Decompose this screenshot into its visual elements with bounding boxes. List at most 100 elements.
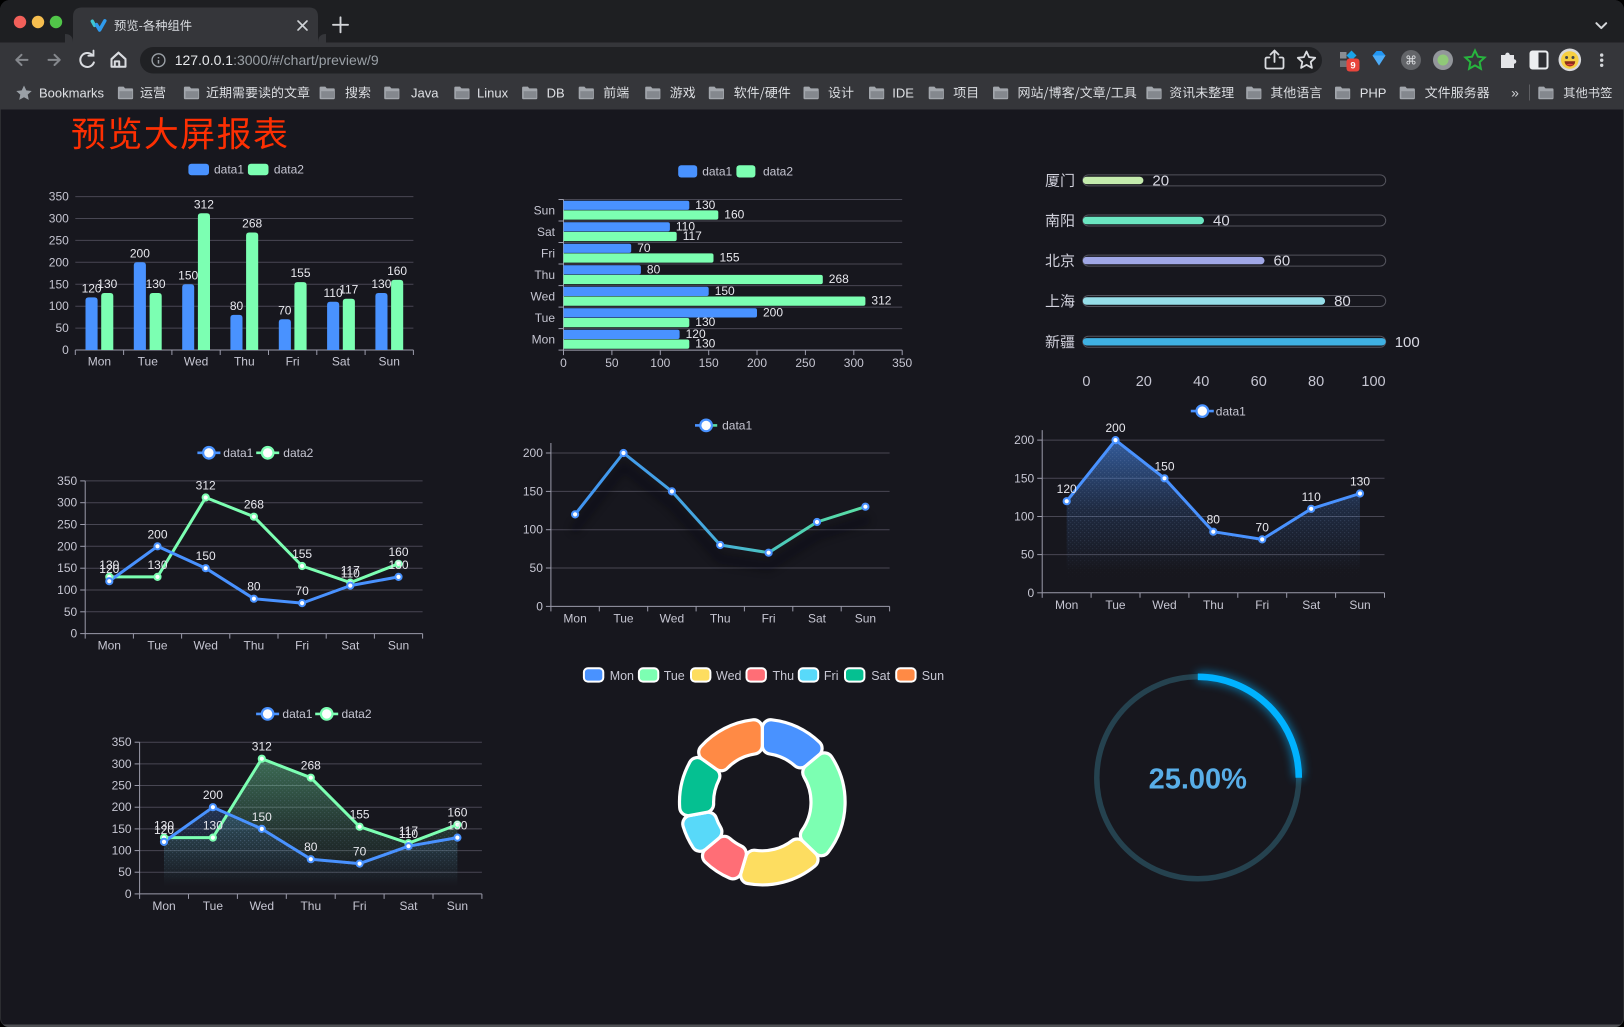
svg-text:Sat: Sat <box>341 639 360 653</box>
svg-text:50: 50 <box>530 561 544 575</box>
svg-text:Sun: Sun <box>447 899 468 913</box>
svg-text:Wed: Wed <box>184 355 208 369</box>
svg-text:350: 350 <box>57 474 77 488</box>
svg-text:150: 150 <box>178 268 198 282</box>
svg-text:data1: data1 <box>722 419 752 433</box>
svg-text:300: 300 <box>49 212 69 226</box>
svg-text:312: 312 <box>194 197 214 211</box>
svg-text:Fri: Fri <box>762 612 776 626</box>
svg-text:155: 155 <box>290 266 310 280</box>
svg-text:200: 200 <box>112 800 132 814</box>
svg-text:200: 200 <box>523 446 543 460</box>
svg-text:Mon: Mon <box>610 669 634 683</box>
svg-text:25.00%: 25.00% <box>1149 763 1248 795</box>
svg-text:80: 80 <box>304 840 318 854</box>
svg-text:268: 268 <box>244 498 264 512</box>
svg-text:130: 130 <box>447 819 467 833</box>
svg-text:data1: data1 <box>1216 404 1246 418</box>
svg-text:»: » <box>1511 85 1519 101</box>
svg-text:data1: data1 <box>702 165 732 179</box>
svg-text:130: 130 <box>146 277 166 291</box>
svg-text:data2: data2 <box>283 446 313 460</box>
svg-text:268: 268 <box>242 217 262 231</box>
svg-text:Tue: Tue <box>613 612 634 626</box>
svg-text:120: 120 <box>154 823 174 837</box>
svg-text:117: 117 <box>683 229 702 243</box>
svg-text:Thu: Thu <box>1203 598 1224 612</box>
svg-text:110: 110 <box>399 827 418 841</box>
svg-text:Bookmarks: Bookmarks <box>39 85 105 100</box>
svg-text:300: 300 <box>57 496 77 510</box>
svg-text:117: 117 <box>339 283 358 297</box>
svg-text:Sat: Sat <box>871 669 890 683</box>
svg-text:110: 110 <box>676 219 695 233</box>
svg-text:130: 130 <box>99 558 119 572</box>
svg-text:350: 350 <box>892 356 912 370</box>
svg-text:Tue: Tue <box>138 355 159 369</box>
svg-text:Wed: Wed <box>660 612 684 626</box>
svg-text:0: 0 <box>125 887 132 901</box>
svg-text:Mon: Mon <box>532 332 555 346</box>
svg-text:130: 130 <box>154 819 174 833</box>
svg-text:350: 350 <box>49 190 69 204</box>
svg-text:200: 200 <box>1105 421 1125 435</box>
svg-text:150: 150 <box>57 561 77 575</box>
svg-text:Wed: Wed <box>250 899 274 913</box>
svg-text:PHP: PHP <box>1360 85 1387 100</box>
svg-text:50: 50 <box>64 605 78 619</box>
svg-text:160: 160 <box>724 208 744 222</box>
svg-text:150: 150 <box>715 284 735 298</box>
svg-text:80: 80 <box>1334 293 1351 310</box>
svg-text:40: 40 <box>1193 374 1209 390</box>
svg-text:Thu: Thu <box>244 639 265 653</box>
svg-text:20: 20 <box>1152 172 1169 189</box>
svg-text:150: 150 <box>1014 471 1034 485</box>
svg-text:300: 300 <box>112 757 132 771</box>
svg-text:80: 80 <box>230 299 244 313</box>
svg-text:0: 0 <box>62 343 69 357</box>
svg-text:200: 200 <box>1014 433 1034 447</box>
svg-text:130: 130 <box>1350 475 1370 489</box>
svg-text:0: 0 <box>1082 374 1090 390</box>
svg-text:110: 110 <box>324 286 343 300</box>
svg-text:268: 268 <box>301 759 321 773</box>
svg-text:DB: DB <box>547 85 565 100</box>
svg-text:Wed: Wed <box>1152 598 1176 612</box>
svg-text:Sun: Sun <box>388 639 409 653</box>
svg-text:0: 0 <box>560 356 567 370</box>
svg-text:Mon: Mon <box>1055 598 1078 612</box>
svg-text:200: 200 <box>147 527 167 541</box>
svg-text:130: 130 <box>371 277 391 291</box>
svg-text:150: 150 <box>1154 459 1174 473</box>
svg-text:120: 120 <box>82 281 102 295</box>
svg-text:Mon: Mon <box>152 899 175 913</box>
svg-text:312: 312 <box>252 740 272 754</box>
svg-text:Fri: Fri <box>295 639 309 653</box>
svg-text:150: 150 <box>196 549 216 563</box>
svg-text:0: 0 <box>536 599 543 613</box>
svg-text:100: 100 <box>49 299 69 313</box>
svg-text:150: 150 <box>699 356 719 370</box>
svg-text:IDE: IDE <box>892 85 914 100</box>
svg-text:100: 100 <box>57 583 77 597</box>
svg-text:155: 155 <box>292 547 312 561</box>
svg-text:250: 250 <box>57 518 77 532</box>
svg-text:200: 200 <box>130 246 150 260</box>
svg-text:80: 80 <box>1207 513 1221 527</box>
svg-text:20: 20 <box>1136 374 1152 390</box>
svg-text:data1: data1 <box>214 163 244 177</box>
svg-text:127.0.0.1:3000/#/chart/preview: 127.0.0.1:3000/#/chart/preview/9 <box>175 52 379 68</box>
svg-text:data2: data2 <box>342 707 372 721</box>
svg-text:110: 110 <box>1302 490 1321 504</box>
svg-text:312: 312 <box>196 479 216 493</box>
svg-text:160: 160 <box>387 264 407 278</box>
svg-text:⌘: ⌘ <box>1405 54 1417 68</box>
svg-text:250: 250 <box>795 356 815 370</box>
svg-text:Wed: Wed <box>531 289 555 303</box>
svg-text:130: 130 <box>695 337 715 351</box>
svg-text:Sun: Sun <box>379 355 400 369</box>
svg-text:Java: Java <box>411 85 439 100</box>
svg-text:150: 150 <box>112 822 132 836</box>
svg-text:150: 150 <box>252 810 272 824</box>
svg-text:100: 100 <box>112 844 132 858</box>
